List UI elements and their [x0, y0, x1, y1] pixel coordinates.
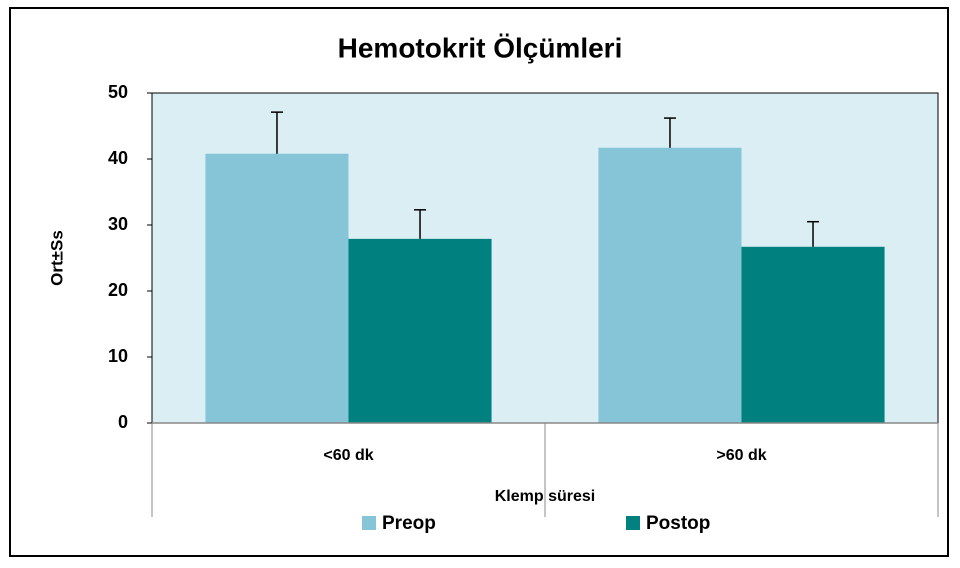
y-tick-label: 30: [108, 214, 128, 234]
y-tick-label: 40: [108, 148, 128, 168]
y-axis-title: Ort±Ss: [47, 230, 66, 286]
bar: [741, 246, 885, 423]
legend-swatch: [626, 516, 640, 530]
bar: [598, 147, 742, 423]
bar: [348, 238, 492, 423]
chart-title: Hemotokrit Ölçümleri: [338, 32, 623, 63]
y-tick-label: 10: [108, 346, 128, 366]
x-tick-label: >60 dk: [716, 447, 766, 464]
legend-label: Postop: [646, 513, 710, 534]
legend-label: Preop: [382, 513, 436, 534]
y-tick-label: 0: [118, 412, 128, 432]
y-tick-label: 20: [108, 280, 128, 300]
x-tick-label: <60 dk: [323, 447, 373, 464]
bar: [205, 153, 349, 423]
y-tick-label: 50: [108, 82, 128, 102]
legend-swatch: [362, 516, 376, 530]
